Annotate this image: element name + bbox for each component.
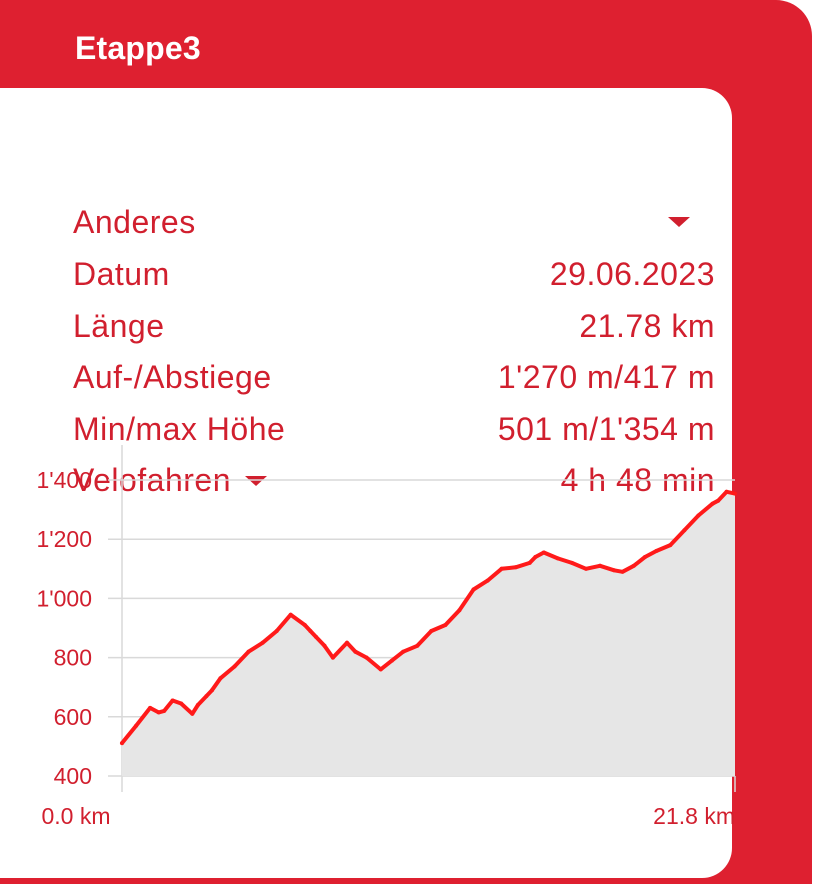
elevation-point bbox=[569, 560, 574, 565]
elevation-point bbox=[302, 623, 307, 627]
elevation-point bbox=[643, 555, 647, 559]
elevation-point bbox=[162, 708, 167, 713]
category-dropdown[interactable]: Anderes bbox=[73, 198, 715, 246]
altitude-range-value: 501 m/1'354 m bbox=[497, 411, 715, 447]
elevation-point bbox=[353, 649, 358, 654]
elevation-point bbox=[330, 655, 335, 660]
elevation-point bbox=[710, 501, 715, 506]
elevation-point bbox=[527, 560, 532, 565]
elevation-point bbox=[429, 629, 434, 633]
elevation-point bbox=[471, 587, 476, 592]
elevation-point bbox=[378, 667, 383, 672]
elevation-point bbox=[696, 513, 701, 518]
elevation-point bbox=[668, 543, 673, 548]
y-tick-label: 400 bbox=[54, 763, 92, 789]
elevation-point bbox=[541, 550, 546, 555]
elevation-point bbox=[308, 629, 313, 633]
length-value: 21.78 km bbox=[579, 308, 715, 344]
elevation-point bbox=[170, 698, 175, 703]
elevation-point bbox=[134, 723, 139, 728]
elevation-point bbox=[156, 710, 161, 715]
y-tick-label: 800 bbox=[54, 645, 92, 671]
elevation-point bbox=[210, 688, 214, 693]
y-tick-label: 1'200 bbox=[36, 526, 92, 552]
elevation-point bbox=[654, 549, 659, 553]
length-row: Länge 21.78 km bbox=[73, 302, 715, 350]
elevation-point bbox=[533, 555, 538, 559]
x-tick-label: 21.8 km bbox=[653, 803, 735, 829]
y-tick-label: 1'400 bbox=[36, 467, 92, 493]
elevation-point bbox=[218, 676, 223, 681]
category-label: Anderes bbox=[73, 204, 196, 240]
ascent-descent-value: 1'270 m/417 m bbox=[497, 359, 715, 395]
y-tick-label: 600 bbox=[54, 704, 92, 730]
elevation-point bbox=[179, 701, 184, 706]
elevation-point bbox=[288, 612, 293, 617]
elevation-point bbox=[598, 563, 602, 568]
elevation-area bbox=[122, 491, 735, 776]
elevation-point bbox=[485, 578, 490, 583]
elevation-point bbox=[733, 491, 737, 496]
elevation-point bbox=[631, 563, 636, 568]
date-label: Datum bbox=[73, 256, 170, 292]
elevation-point bbox=[555, 556, 560, 561]
elevation-point bbox=[314, 634, 318, 639]
elevation-point bbox=[345, 640, 349, 645]
length-label: Länge bbox=[73, 308, 165, 344]
elevation-point bbox=[204, 694, 209, 699]
elevation-profile-chart: 1'400 1'200 1'000 800 600 400 0.0 km 21.8 km bbox=[36, 445, 737, 829]
elevation-point bbox=[415, 643, 420, 648]
ascent-descent-row: Auf-/Abstiege 1'270 m/417 m bbox=[73, 353, 715, 401]
x-tick-label: 0.0 km bbox=[41, 803, 110, 829]
elevation-point bbox=[148, 705, 153, 710]
elevation-point bbox=[716, 498, 721, 503]
elevation-point bbox=[190, 711, 195, 716]
y-tick-label: 1'000 bbox=[36, 585, 92, 611]
elevation-point bbox=[389, 658, 394, 663]
elevation-point bbox=[246, 649, 251, 654]
ascent-descent-label: Auf-/Abstiege bbox=[73, 359, 272, 395]
elevation-point bbox=[612, 568, 617, 573]
elevation-point bbox=[499, 566, 504, 571]
stage-title: Etappe3 bbox=[75, 30, 201, 66]
altitude-range-row: Min/max Höhe 501 m/1'354 m bbox=[73, 405, 715, 453]
elevation-point bbox=[620, 569, 625, 574]
elevation-point bbox=[682, 528, 687, 533]
elevation-point bbox=[457, 608, 462, 613]
elevation-point bbox=[724, 489, 729, 494]
altitude-range-label: Min/max Höhe bbox=[73, 411, 286, 447]
elevation-point bbox=[274, 629, 279, 633]
elevation-point bbox=[513, 565, 518, 570]
elevation-point bbox=[584, 566, 588, 571]
elevation-point bbox=[232, 664, 237, 669]
date-value: 29.06.2023 bbox=[549, 256, 715, 292]
chevron-down-icon[interactable] bbox=[245, 476, 268, 486]
elevation-point bbox=[364, 655, 369, 660]
elevation-point bbox=[322, 643, 327, 648]
elevation-point bbox=[260, 640, 265, 645]
elevation-point bbox=[195, 703, 200, 707]
elevation-point bbox=[120, 741, 124, 746]
elevation-point bbox=[443, 623, 448, 627]
chevron-down-icon[interactable] bbox=[668, 217, 690, 227]
elevation-point bbox=[401, 649, 406, 654]
date-row: Datum 29.06.2023 bbox=[73, 250, 715, 298]
